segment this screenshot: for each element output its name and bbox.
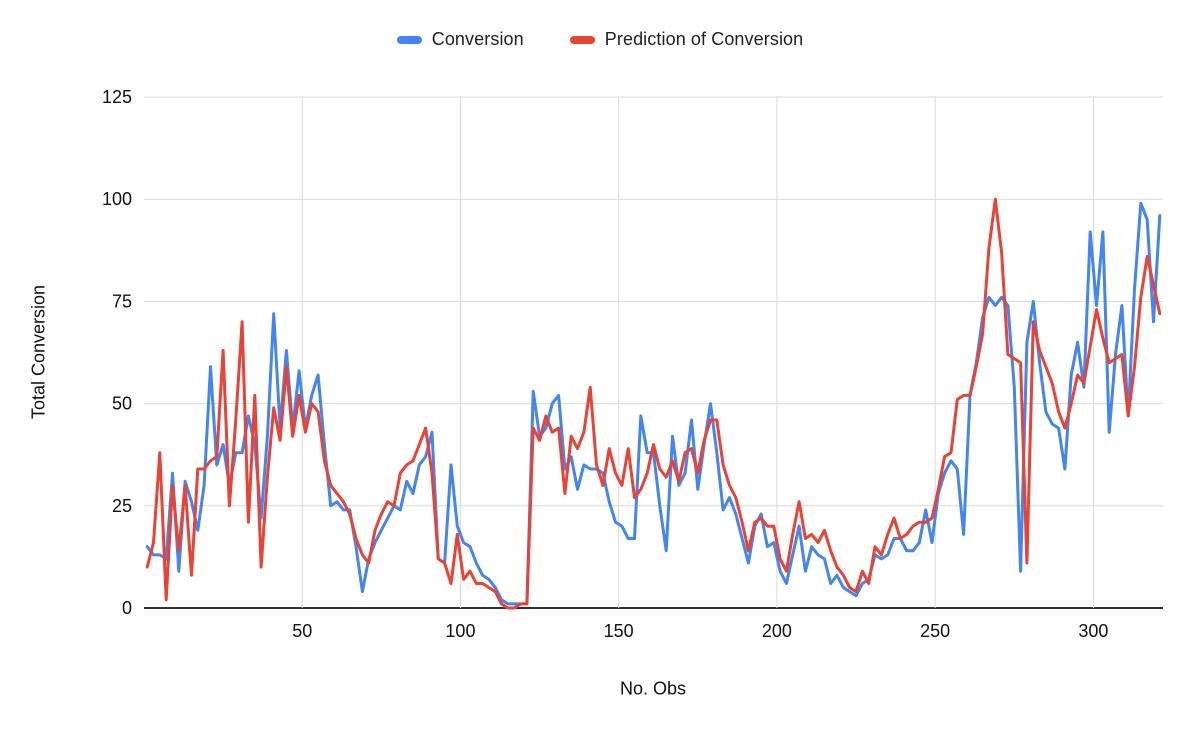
x-tick-label-200: 200 [762, 621, 792, 641]
y-tick-label-125: 125 [102, 87, 132, 107]
legend-item-conversion: Conversion [396, 29, 524, 50]
prediction-line [145, 197, 1162, 610]
y-tick-label-50: 50 [112, 394, 132, 414]
y-tick-label-25: 25 [112, 496, 132, 516]
x-tick-label-250: 250 [920, 621, 950, 641]
legend-item-prediction: Prediction of Conversion [569, 29, 804, 50]
conversion-line [145, 201, 1162, 606]
x-tick-label-150: 150 [604, 621, 634, 641]
conversion-swatch-icon [396, 35, 422, 44]
x-tick-label-50: 50 [292, 621, 312, 641]
legend-label-prediction: Prediction of Conversion [604, 29, 804, 49]
chart-legend: Conversion Prediction of Conversion [0, 29, 1200, 50]
y-tick-label-100: 100 [102, 189, 132, 209]
x-tick-label-300: 300 [1078, 621, 1108, 641]
y-tick-label-75: 75 [112, 291, 132, 311]
x-tick-label-100: 100 [445, 621, 475, 641]
legend-label-conversion: Conversion [431, 29, 524, 49]
x-axis-title: No. Obs [619, 678, 687, 699]
y-tick-label-0: 0 [122, 598, 132, 618]
prediction-swatch-icon [569, 35, 595, 44]
